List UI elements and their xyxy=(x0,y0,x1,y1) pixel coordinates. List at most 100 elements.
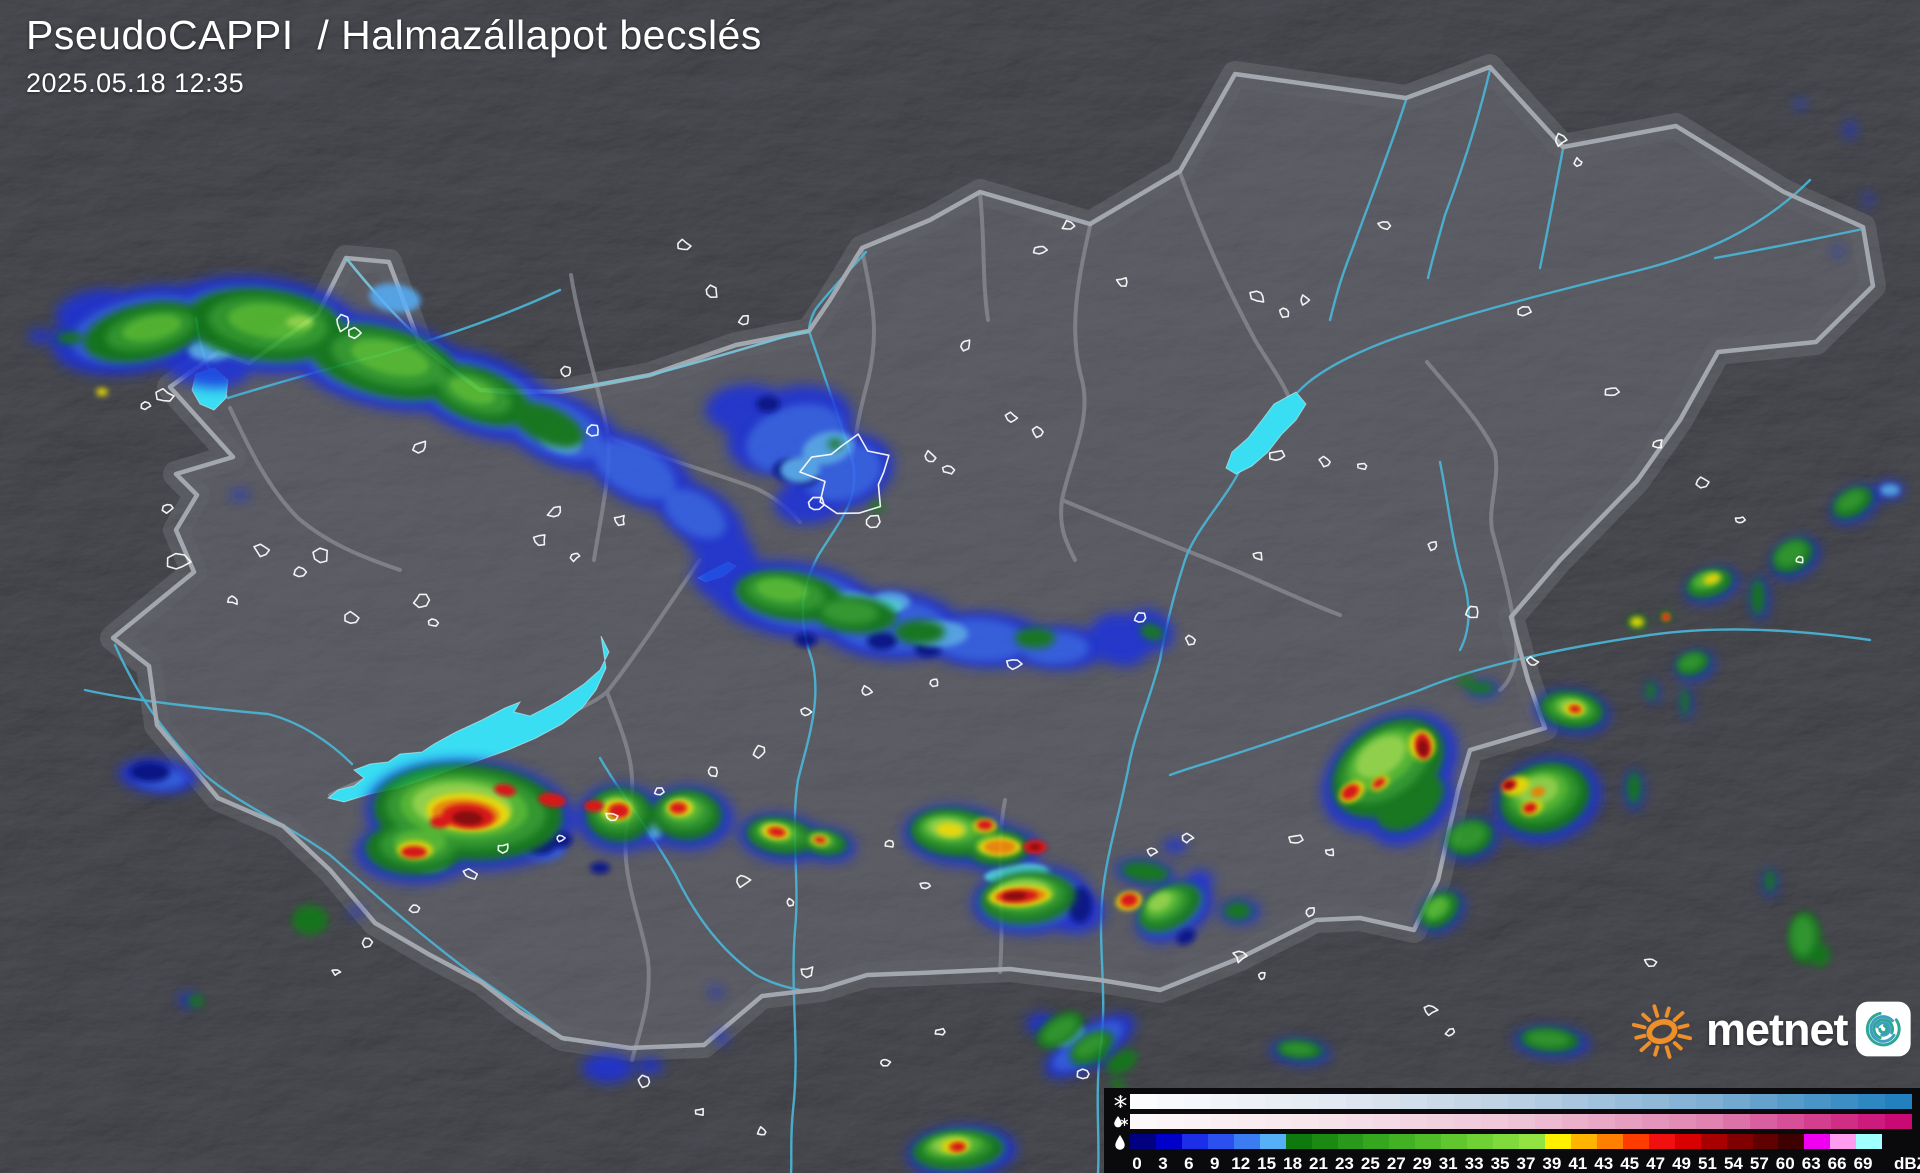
radar-echo xyxy=(1526,1030,1570,1048)
lake-shape xyxy=(326,635,610,803)
scale-segment xyxy=(1534,1094,1562,1109)
radar-echo xyxy=(1372,777,1386,789)
radar-echo xyxy=(1570,705,1580,713)
city-outline xyxy=(1232,950,1248,964)
budapest-outline xyxy=(799,433,890,515)
scale-segment xyxy=(1615,1114,1643,1129)
scale-segment xyxy=(1885,1114,1913,1129)
scale-segment xyxy=(1210,1094,1238,1109)
scale-segment xyxy=(1696,1114,1724,1129)
scale-segment xyxy=(1570,1134,1597,1149)
countie-line xyxy=(978,192,990,322)
radar-echo xyxy=(1630,617,1644,627)
tick-label: 39 xyxy=(1542,1154,1562,1173)
radar-echo xyxy=(188,995,204,1007)
sun-ray xyxy=(1672,1041,1683,1051)
scale-segment xyxy=(1345,1094,1373,1109)
radar-echo xyxy=(710,987,722,997)
city-outline xyxy=(694,1107,705,1116)
city-outline xyxy=(1734,516,1747,524)
scale-segment xyxy=(1183,1114,1211,1129)
city-outline xyxy=(1555,132,1568,148)
scale-segment xyxy=(1669,1094,1697,1109)
scale-segment xyxy=(1561,1114,1589,1129)
city-outline xyxy=(752,744,766,760)
sun-ray xyxy=(1652,1004,1660,1018)
tick-label: 0 xyxy=(1132,1154,1142,1173)
scale-segment xyxy=(1778,1134,1805,1149)
scale-segment xyxy=(1233,1134,1260,1149)
tick-label: 60 xyxy=(1775,1154,1795,1173)
radar-echo xyxy=(1186,870,1214,890)
radar-echo xyxy=(1845,121,1855,139)
city-outline xyxy=(532,534,546,547)
radar-echo xyxy=(1121,861,1169,883)
city-outline xyxy=(1257,971,1266,981)
city-outline xyxy=(1133,611,1147,623)
scale-segment xyxy=(1723,1114,1751,1129)
radar-echo xyxy=(715,1032,729,1044)
sleet-scale-bar xyxy=(1130,1114,1913,1129)
scale-segment xyxy=(1291,1114,1319,1129)
city-outline xyxy=(1031,425,1044,439)
city-outline xyxy=(1643,958,1658,968)
radar-echo xyxy=(1163,839,1187,853)
scale-segment xyxy=(1534,1114,1562,1129)
rain-scale-bar xyxy=(1130,1134,1883,1149)
city-outline xyxy=(1464,605,1479,619)
tick-label: 63 xyxy=(1801,1154,1821,1173)
scale-segment xyxy=(1207,1134,1234,1149)
city-outline xyxy=(959,339,971,352)
scale-segment xyxy=(1752,1134,1779,1149)
tick-label: 6 xyxy=(1184,1154,1194,1173)
scale-segment xyxy=(1588,1094,1616,1109)
scale-segment xyxy=(1726,1134,1753,1149)
city-outline xyxy=(707,766,719,778)
radar-echo xyxy=(1751,579,1765,615)
city-outline xyxy=(1268,449,1286,462)
radar-echo xyxy=(795,633,817,647)
radar-echo xyxy=(1775,541,1807,567)
scale-segment xyxy=(1615,1094,1643,1109)
scale-segment xyxy=(1545,1134,1571,1149)
country-border xyxy=(110,64,1876,1051)
radar-echo xyxy=(231,491,249,499)
scale-segment xyxy=(1777,1094,1805,1109)
radar-echo xyxy=(130,762,170,782)
unit-label: dBZ xyxy=(1894,1154,1920,1173)
scale-segment xyxy=(1588,1114,1616,1129)
radar-echo xyxy=(349,907,363,917)
scale-segment xyxy=(1337,1134,1364,1149)
tick-label: 21 xyxy=(1309,1154,1328,1173)
sun-ray xyxy=(1672,1011,1685,1023)
scale-segment xyxy=(1291,1094,1319,1109)
tick-label: 33 xyxy=(1464,1154,1484,1173)
city-outline xyxy=(166,552,192,570)
scale-segment xyxy=(1130,1114,1157,1129)
radar-echo xyxy=(1074,1033,1106,1059)
scale-segment xyxy=(1389,1134,1416,1149)
scale-segment xyxy=(1596,1134,1623,1149)
tick-label: 43 xyxy=(1594,1154,1614,1173)
tick-label: 27 xyxy=(1386,1154,1406,1173)
scale-segment xyxy=(1674,1134,1701,1149)
city-outline xyxy=(705,284,718,299)
city-outline xyxy=(293,566,308,578)
metnet-logo[interactable]: metnet xyxy=(1626,988,1912,1070)
radar-echo xyxy=(1531,786,1545,798)
city-outline xyxy=(1695,476,1710,489)
tick-label: 66 xyxy=(1827,1154,1847,1173)
city-outline xyxy=(1604,387,1621,397)
sun-rays-icon xyxy=(1631,1004,1693,1059)
radar-echo xyxy=(1663,614,1669,620)
sleet-icon xyxy=(1110,1114,1130,1130)
radar-echo xyxy=(756,396,780,412)
radar-echo xyxy=(494,783,516,797)
scale-segment xyxy=(1426,1094,1454,1109)
scale-segment xyxy=(1318,1114,1346,1129)
tick-label: 25 xyxy=(1360,1154,1380,1173)
radar-echo xyxy=(1121,893,1137,907)
radar-echo xyxy=(1426,898,1448,918)
tick-label: 31 xyxy=(1438,1154,1458,1173)
